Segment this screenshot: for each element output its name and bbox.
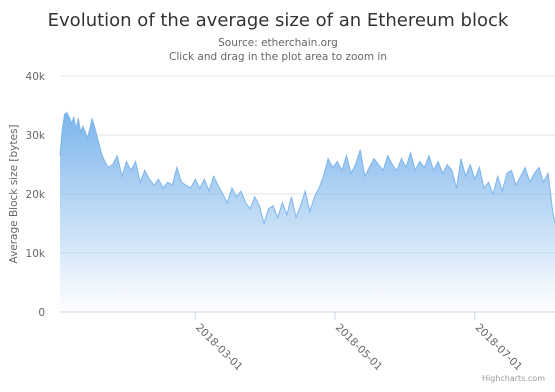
series-area[interactable] [59,111,555,312]
y-tick-label: 0 [38,307,45,319]
y-tick-label: 10k [26,248,46,260]
y-axis-title: Average Block size [bytes] [8,124,20,263]
chart-title: Evolution of the average size of an Ethe… [48,10,509,31]
area-fill [60,112,555,312]
chart-subtitle-hint: Click and drag in the plot area to zoom … [169,51,387,63]
series-line[interactable] [59,111,555,226]
chart-subtitle-source: Source: etherchain.org [218,37,338,49]
y-tick-label: 30k [26,130,46,142]
x-tick-label: 2018-07-01 [473,322,525,374]
y-tick-label: 40k [26,71,46,83]
y-tick-label: 20k [26,189,46,201]
x-axis: 2018-03-01 2018-05-01 2018-07-01 [193,312,524,373]
y-axis-ticks: 0 10k 20k 30k 40k [26,71,46,319]
x-tick-label: 2018-05-01 [333,322,385,374]
x-tick-label: 2018-03-01 [193,322,245,374]
credits-link[interactable]: Highcharts.com [482,374,545,383]
